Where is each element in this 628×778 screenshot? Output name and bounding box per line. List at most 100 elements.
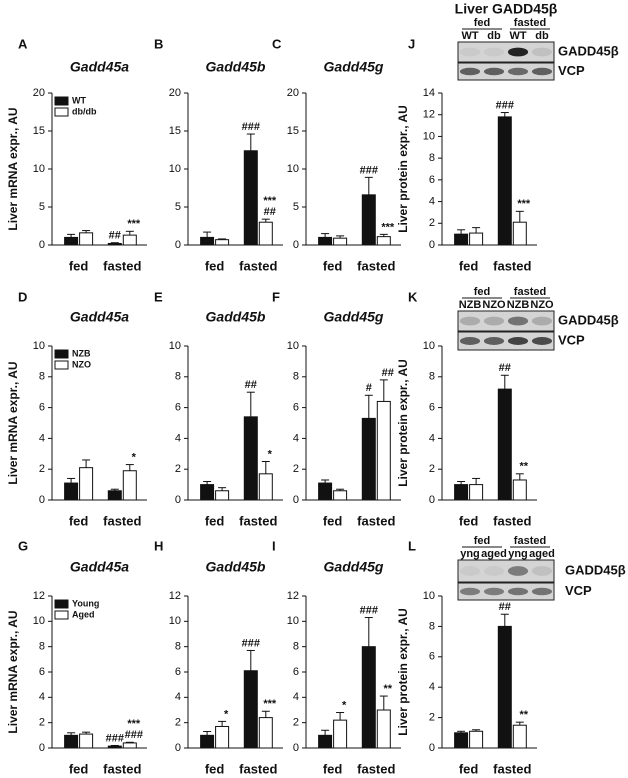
y-tick-label: 10 xyxy=(33,340,45,352)
significance-label: ## xyxy=(245,379,257,391)
bar xyxy=(376,236,391,246)
x-tick-label: fed xyxy=(205,513,225,528)
blot-band xyxy=(483,337,505,345)
y-axis-label: Liver protein expr., AU xyxy=(396,608,410,736)
legend-label: NZB xyxy=(72,348,91,358)
bar xyxy=(361,417,376,501)
legend-label: Aged xyxy=(72,609,95,619)
panel-letter: B xyxy=(154,36,163,51)
bar xyxy=(64,482,79,501)
significance-label: ### xyxy=(360,604,378,616)
significance-label: ### xyxy=(242,637,260,649)
blot-band-label: GADD45β xyxy=(558,43,619,58)
y-tick-label: 0 xyxy=(429,239,435,251)
significance-label: *** xyxy=(381,221,395,233)
blot-strip xyxy=(457,559,555,583)
y-tick-label: 12 xyxy=(287,590,299,602)
legend-swatch xyxy=(54,610,69,620)
blot-band-label: VCP xyxy=(558,332,585,347)
blot-band-label: VCP xyxy=(558,63,585,78)
blot-band xyxy=(531,67,553,76)
panel: L Liver protein expr., AU 0 2 4 6 8 10 fed fasted… xyxy=(396,535,626,777)
x-tick-label: fasted xyxy=(493,258,531,273)
blot-band xyxy=(483,47,505,57)
x-tick-label: fed xyxy=(69,258,89,273)
significance-label: *** xyxy=(263,698,277,710)
y-tick-label: 8 xyxy=(293,641,299,653)
blot-lane: NZB xyxy=(459,299,482,311)
y-tick-label: 0 xyxy=(429,742,435,754)
y-tick-label: 12 xyxy=(169,590,181,602)
blot-group: fasted xyxy=(514,286,546,298)
significance-label: ### xyxy=(360,164,378,176)
panel-title: Gadd45g xyxy=(324,59,384,75)
blot-group: fasted xyxy=(514,535,546,547)
blot-band xyxy=(483,316,505,326)
x-tick-label: fasted xyxy=(239,761,277,776)
blot-lane: aged xyxy=(481,548,507,560)
significance-label: * xyxy=(268,448,273,460)
y-tick-label: 4 xyxy=(429,195,435,207)
panel-letter: G xyxy=(18,538,28,553)
bar xyxy=(333,237,348,246)
blot-band xyxy=(531,316,553,326)
y-tick-label: 2 xyxy=(175,463,181,475)
bar xyxy=(497,625,512,749)
y-tick-label: 8 xyxy=(39,641,45,653)
x-tick-label: fed xyxy=(205,761,225,776)
blot-group: fasted xyxy=(514,17,546,29)
legend-label: NZO xyxy=(72,359,91,369)
bar xyxy=(107,745,122,749)
y-tick-label: 10 xyxy=(169,163,181,175)
bar xyxy=(376,400,391,501)
y-tick-label: 15 xyxy=(169,125,181,137)
blot-band xyxy=(459,67,481,76)
bar xyxy=(243,416,258,501)
blot-band xyxy=(483,67,505,76)
y-tick-label: 4 xyxy=(293,432,299,444)
panel-letter: E xyxy=(154,289,163,304)
blot-strip xyxy=(457,331,555,351)
significance-label: * xyxy=(224,708,229,720)
bar xyxy=(79,733,94,749)
bar xyxy=(122,742,137,749)
legend-swatch xyxy=(54,349,69,359)
blot-group: fed xyxy=(474,286,491,298)
y-tick-label: 10 xyxy=(423,340,435,352)
y-tick-label: 14 xyxy=(423,87,435,99)
x-tick-label: fed xyxy=(459,258,479,273)
significance-label: * xyxy=(132,451,137,463)
y-tick-label: 10 xyxy=(33,163,45,175)
y-tick-label: 0 xyxy=(293,239,299,251)
panel-letter: C xyxy=(272,36,282,51)
blot-title: Liver GADD45β xyxy=(455,1,558,17)
blot-band xyxy=(531,337,553,345)
bar xyxy=(107,242,122,246)
legend-swatch xyxy=(54,107,69,117)
panel-title: Gadd45a xyxy=(70,559,129,575)
legend-label: db/db xyxy=(72,106,97,116)
bar xyxy=(497,388,512,501)
y-tick-label: 8 xyxy=(429,152,435,164)
legend-swatch xyxy=(54,599,69,609)
blot-band xyxy=(459,337,481,345)
blot-band-label: VCP xyxy=(565,583,592,598)
y-tick-label: 0 xyxy=(39,239,45,251)
panel: A Gadd45a Liver mRNA expr., AU 0 5 10 15 20 fed f… xyxy=(6,36,147,273)
panel-letter: A xyxy=(18,36,28,51)
y-tick-label: 0 xyxy=(175,239,181,251)
blot-lane: aged xyxy=(529,548,555,560)
bar xyxy=(215,239,230,246)
panel-title: Gadd45a xyxy=(70,59,129,75)
blot-band-label: GADD45β xyxy=(558,312,619,327)
significance-label: ** xyxy=(520,461,529,473)
blot-band xyxy=(459,566,481,576)
bar xyxy=(512,479,527,501)
y-tick-label: 6 xyxy=(293,666,299,678)
bar xyxy=(215,725,230,749)
y-tick-label: 2 xyxy=(293,463,299,475)
blot-band xyxy=(459,47,481,57)
legend-swatch xyxy=(54,360,69,370)
y-tick-label: 0 xyxy=(175,742,181,754)
